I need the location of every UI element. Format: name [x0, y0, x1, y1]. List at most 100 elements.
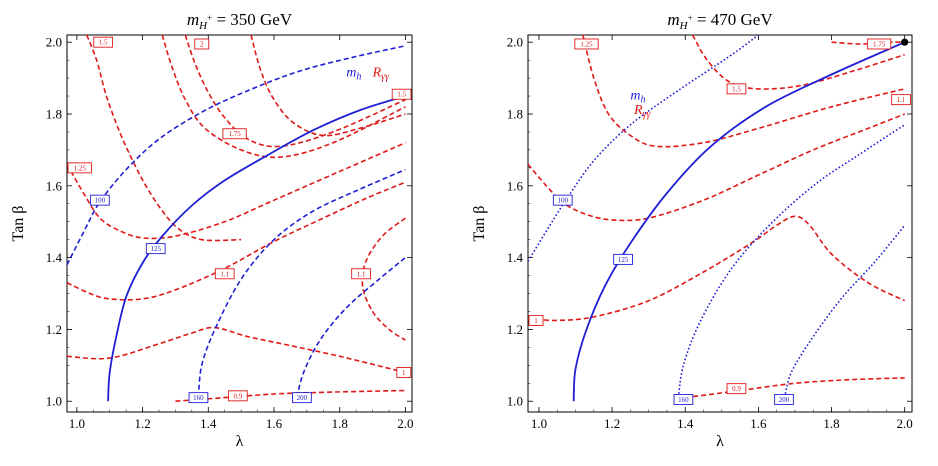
benchmark-point — [901, 38, 909, 46]
mh-contour-160 — [677, 124, 906, 402]
ryy-contour-label: 1.5 — [732, 85, 741, 93]
legend-ryy-symbol: R — [372, 65, 382, 80]
panel-mh350: 1.0 1.2 1.4 1.6 1.8 2.0 1.0 1.2 1.4 1.6 1.8 2.0 λ Tan… — [10, 10, 414, 450]
x-tick-label: 1.2 — [134, 416, 150, 431]
mh-contour-label-group: 160 — [188, 392, 209, 404]
ryy-contour-label-group: 1.5 — [391, 88, 412, 100]
title-value: = 470 GeV — [693, 10, 774, 29]
mh-contour-label-box — [145, 243, 166, 255]
mh-contour-100 — [67, 45, 406, 266]
mh-contour-label-box — [613, 253, 633, 265]
ryy-contour-label-group: 1.5 — [93, 36, 113, 48]
x-axis-label: λ — [236, 433, 244, 450]
x-tick-label: 1.8 — [823, 416, 839, 431]
title-subscript: H — [679, 20, 689, 32]
mh-contour-125 — [572, 41, 906, 402]
mh-contour-label-group: 125 — [613, 253, 633, 265]
ryy-contour-label-box — [391, 88, 412, 100]
x-tick-label: 1.4 — [200, 416, 217, 431]
mh-contour-125 — [107, 95, 406, 402]
legend-mh: mh — [346, 65, 361, 82]
mh-contour-label-group: 200 — [774, 393, 794, 405]
ryy-contour-1 — [528, 215, 906, 322]
plot-area — [67, 35, 406, 402]
y-tick-label: 1.0 — [46, 394, 62, 409]
mh-contour-label-box — [552, 194, 573, 206]
mh-contour-label: 125 — [150, 245, 161, 253]
mh-contour-label: 200 — [779, 396, 790, 404]
panel-title: mH+ = 470 GeV — [667, 10, 773, 32]
mh-contour-label-group: 125 — [145, 243, 166, 255]
ryy-contour-label-box — [574, 38, 599, 50]
ryy-contour-label: 0.9 — [732, 385, 741, 393]
x-tick-label: 1.6 — [266, 416, 283, 431]
ryy-contour-label-group: 0.9 — [726, 383, 747, 395]
ryy-contour-1.75 — [161, 35, 406, 159]
ryy-contour-label-group: 1.1 — [214, 268, 235, 280]
ryy-contour-label-box — [891, 94, 911, 106]
y-tick-label: 1.2 — [46, 322, 62, 337]
ryy-contour-label-group: 1.5 — [726, 83, 747, 95]
ryy-contour-label-box — [222, 128, 247, 140]
legend-mh-sub: h — [356, 71, 361, 82]
title-superscript: + — [688, 13, 693, 23]
legend-mh-symbol: m — [346, 65, 356, 80]
y-tick-label: 1.6 — [46, 178, 63, 193]
legend-ryy: Rγγ — [372, 65, 391, 82]
ryy-contour-label-group: 1.25 — [67, 162, 92, 174]
ryy-contour-label-box — [351, 268, 371, 280]
x-tick-label: 1.4 — [677, 416, 694, 431]
y-tick-label: 2.0 — [507, 35, 523, 50]
ryy-contour-label-box — [528, 314, 544, 326]
title-symbol: m — [667, 10, 679, 29]
mh-contour-200 — [296, 256, 406, 398]
x-tick-label: 1.2 — [604, 416, 620, 431]
y-tick-label: 2.0 — [46, 35, 62, 50]
ryy-contour-label-group: 1.1 — [891, 94, 911, 106]
mh-contour-label-box — [188, 392, 209, 404]
plot-area — [528, 35, 906, 402]
ryy-contour-label-box — [194, 38, 210, 50]
ryy-contour-label: 1.1 — [220, 270, 229, 278]
plot-frame — [66, 34, 413, 413]
ryy-contour-2 — [184, 35, 406, 148]
legend-mh: mh — [630, 89, 645, 106]
mh-contour-label-group: 200 — [292, 392, 312, 404]
plot-frame — [527, 34, 913, 413]
ryy-contour-0.9 — [175, 389, 406, 402]
ryy-contour-label: 2 — [200, 40, 204, 48]
mh-contour-label: 160 — [678, 396, 689, 404]
ryy-contour-label-group: 0.9 — [228, 390, 248, 402]
ryy-contour-label-group: 1.75 — [866, 38, 892, 50]
ryy-contour-label: 1.1 — [357, 270, 366, 278]
ryy-contour-1.1 — [361, 217, 406, 341]
mh-contour-label: 200 — [297, 394, 308, 402]
y-tick-label: 1.4 — [507, 250, 524, 265]
y-tick-label: 1.0 — [507, 394, 523, 409]
ryy-contour-label-box — [396, 367, 412, 378]
ryy-contour-1.5 — [691, 35, 905, 90]
y-tick-label: 1.6 — [507, 178, 524, 193]
mh-contour-label-box — [673, 393, 694, 405]
x-tick-label: 1.0 — [531, 416, 547, 431]
legend-mh-symbol: m — [630, 89, 640, 104]
mh-contour-label-box — [774, 393, 794, 405]
ryy-contour-1.5 — [85, 35, 242, 242]
y-tick-label: 1.8 — [46, 106, 62, 121]
mh-contour-label-group: 100 — [552, 194, 573, 206]
ryy-contour-label-box — [726, 83, 747, 95]
mh-contour-label: 100 — [95, 197, 106, 205]
mh-contour-label-group: 160 — [673, 393, 694, 405]
y-tick-label: 1.8 — [507, 106, 523, 121]
ryy-contour-label-group: 1.75 — [222, 128, 247, 140]
ryy-contour-label: 1.5 — [397, 91, 406, 99]
ryy-contour-label: 1 — [402, 369, 406, 377]
ryy-contour-label-box — [214, 268, 235, 280]
ryy-contour-label-box — [726, 383, 747, 395]
ryy-contour-label: 1.25 — [580, 40, 593, 48]
ryy-contour-label-group: 2 — [194, 38, 210, 50]
title-value: = 350 GeV — [212, 10, 293, 29]
title-subscript: H — [198, 20, 208, 32]
ryy-contour-label: 1 — [534, 317, 538, 325]
